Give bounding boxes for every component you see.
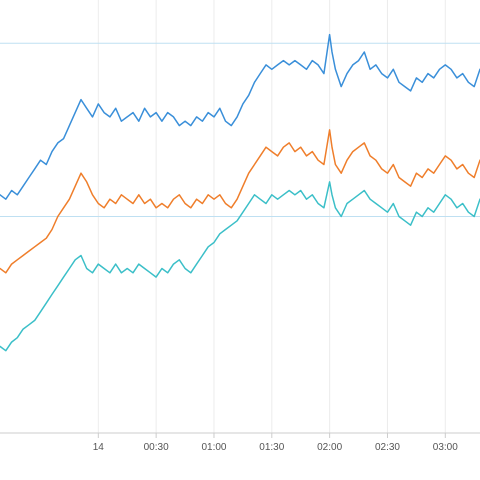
reference-lines <box>0 42 480 217</box>
x-tick-label: 14 <box>93 442 105 453</box>
x-tick-label: 00:30 <box>144 442 169 453</box>
x-tick-label: 03:00 <box>433 442 458 453</box>
x-tick-label: 01:00 <box>201 442 226 453</box>
x-tick-label: 02:30 <box>375 442 400 453</box>
series-lines <box>0 33 480 352</box>
series-line-blue <box>0 33 480 200</box>
series-line-orange <box>0 129 480 274</box>
series-line-teal <box>0 181 480 352</box>
x-tick-label: 02:00 <box>317 442 342 453</box>
x-tick-label: 01:30 <box>259 442 284 453</box>
x-axis: 14 00:30 01:00 01:30 02:00 02:30 03:00 <box>0 432 480 453</box>
